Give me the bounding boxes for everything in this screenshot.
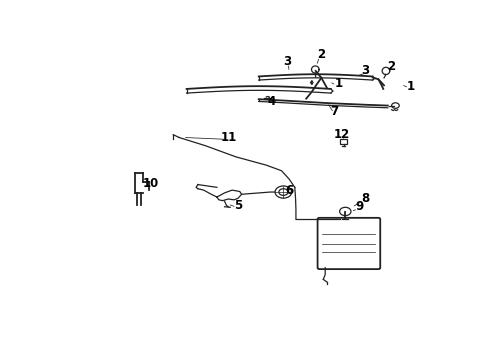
Text: 9: 9 bbox=[355, 200, 364, 213]
Text: 1: 1 bbox=[334, 77, 343, 90]
Text: 7: 7 bbox=[331, 105, 339, 118]
Text: 10: 10 bbox=[143, 177, 159, 190]
Text: 6: 6 bbox=[285, 184, 293, 197]
Text: 8: 8 bbox=[361, 192, 369, 205]
Text: 3: 3 bbox=[283, 55, 291, 68]
Text: 2: 2 bbox=[388, 60, 396, 73]
Text: 2: 2 bbox=[318, 48, 325, 61]
Text: 11: 11 bbox=[220, 131, 237, 144]
Text: 3: 3 bbox=[361, 64, 369, 77]
Text: 4: 4 bbox=[268, 95, 276, 108]
Text: 1: 1 bbox=[407, 80, 415, 93]
Text: 5: 5 bbox=[234, 199, 242, 212]
Text: 12: 12 bbox=[334, 128, 350, 141]
